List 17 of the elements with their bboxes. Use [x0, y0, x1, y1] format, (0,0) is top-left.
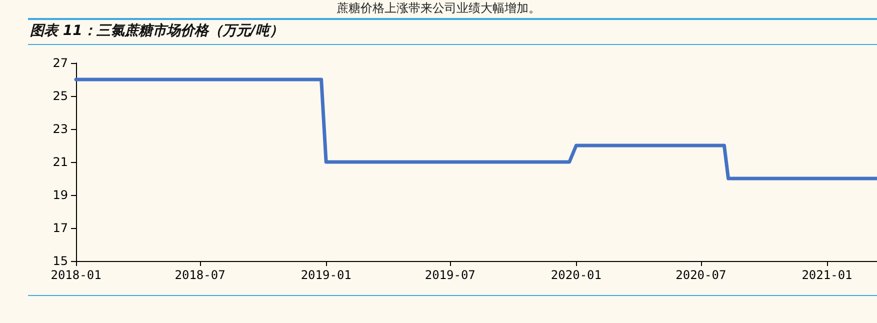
y-tick-label: 25: [52, 89, 68, 103]
chart-title: 图表 11：三氯蔗糖市场价格（万元/吨）: [30, 22, 284, 41]
y-tick-label: 15: [52, 254, 68, 268]
x-tick-label: 2020-01: [550, 268, 602, 282]
x-tick-label: 2018-07: [174, 268, 226, 282]
x-tick-label: 2019-07: [424, 268, 476, 282]
y-tick-label: 23: [52, 122, 68, 136]
line-series: [74, 78, 877, 180]
x-tick-label: 2020-07: [676, 268, 726, 282]
x-tick-label: 2019-01: [300, 268, 352, 282]
x-tick-label: 2021-01: [802, 268, 852, 282]
y-tick-label: 19: [52, 188, 68, 202]
x-tick-label: 2018-01: [50, 268, 102, 282]
y-tick-label: 17: [52, 221, 68, 235]
y-tick-label: 21: [52, 155, 68, 169]
text: 蔗糖价格上涨带来公司业绩大幅增加。: [336, 1, 540, 15]
y-tick-label: 27: [52, 56, 68, 70]
